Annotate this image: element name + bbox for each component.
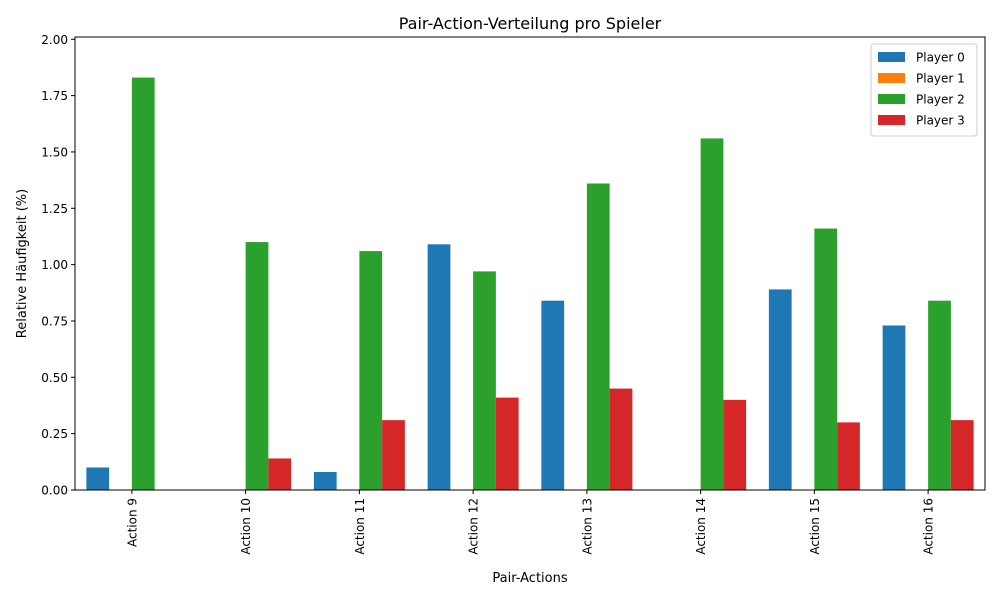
legend-swatch	[878, 52, 905, 62]
bar-player-3-action-13	[609, 388, 633, 490]
bar-player-3-action-12	[495, 397, 519, 490]
plot-frame	[74, 36, 986, 491]
y-tick-label: 1.50	[41, 145, 68, 159]
y-tick-label: 1.00	[41, 258, 68, 272]
bar-player-2-action-15	[814, 228, 838, 490]
bar-player-2-action-16	[928, 300, 951, 490]
x-axis: Action 9 Action 10 Action 11 Action 12 Actio…	[125, 490, 936, 555]
y-tick-label: 0.25	[41, 427, 68, 441]
legend-swatch	[878, 73, 905, 83]
x-tick-label: Action 10	[239, 498, 253, 555]
bar-player-3-action-11	[382, 420, 405, 490]
x-tick-label: Action 14	[694, 498, 708, 555]
legend-swatch	[878, 115, 905, 125]
x-axis-label: Pair-Actions	[492, 571, 567, 586]
bar-player-2-action-9	[131, 77, 155, 490]
bar-player-3-action-16	[950, 420, 974, 490]
bar-player-0-action-11	[313, 471, 337, 490]
bar-player-3-action-10	[268, 458, 292, 490]
y-tick-label: 1.25	[41, 202, 68, 216]
bar-player-2-action-13	[586, 183, 610, 490]
legend-label: Player 3	[916, 114, 965, 128]
legend-swatch	[878, 94, 905, 104]
legend-label: Player 0	[916, 51, 965, 65]
x-tick-label: Action 13	[580, 498, 594, 555]
x-tick-label: Action 12	[467, 498, 481, 555]
bar-player-0-action-15	[768, 289, 792, 490]
legend: Player 0 Player 1 Player 2 Player 3	[870, 43, 978, 137]
bar-player-2-action-10	[245, 242, 269, 490]
chart-title: Pair-Action-Verteilung pro Spieler	[399, 14, 662, 33]
legend-box	[870, 43, 978, 137]
y-axis: 0.00 0.25 0.50 0.75 1.00 1.25 1.50 1.75 2.00	[41, 33, 75, 498]
bar-player-0-action-12	[427, 244, 451, 490]
y-tick-label: 0.00	[41, 484, 68, 498]
bar-player-2-action-14	[700, 138, 724, 490]
bars-group	[86, 77, 974, 490]
legend-label: Player 2	[916, 93, 965, 107]
bar-player-3-action-15	[837, 422, 860, 490]
bar-player-0-action-13	[541, 300, 565, 490]
y-tick-label: 0.50	[41, 371, 68, 385]
bar-player-0-action-9	[86, 467, 110, 490]
bar-player-3-action-14	[723, 399, 747, 490]
bar-player-2-action-11	[359, 251, 383, 490]
bar-player-0-action-16	[882, 325, 906, 490]
y-tick-label: 0.75	[41, 314, 68, 328]
x-tick-label: Action 11	[353, 498, 367, 555]
y-tick-label: 2.00	[41, 33, 68, 47]
y-tick-label: 1.75	[41, 89, 68, 103]
bar-player-2-action-12	[473, 271, 496, 490]
x-tick-label: Action 16	[922, 498, 936, 555]
y-axis-label: Relative Häufigkeit (%)	[15, 189, 30, 338]
x-tick-label: Action 9	[125, 498, 139, 547]
legend-label: Player 1	[916, 72, 965, 86]
x-tick-label: Action 15	[808, 498, 822, 555]
